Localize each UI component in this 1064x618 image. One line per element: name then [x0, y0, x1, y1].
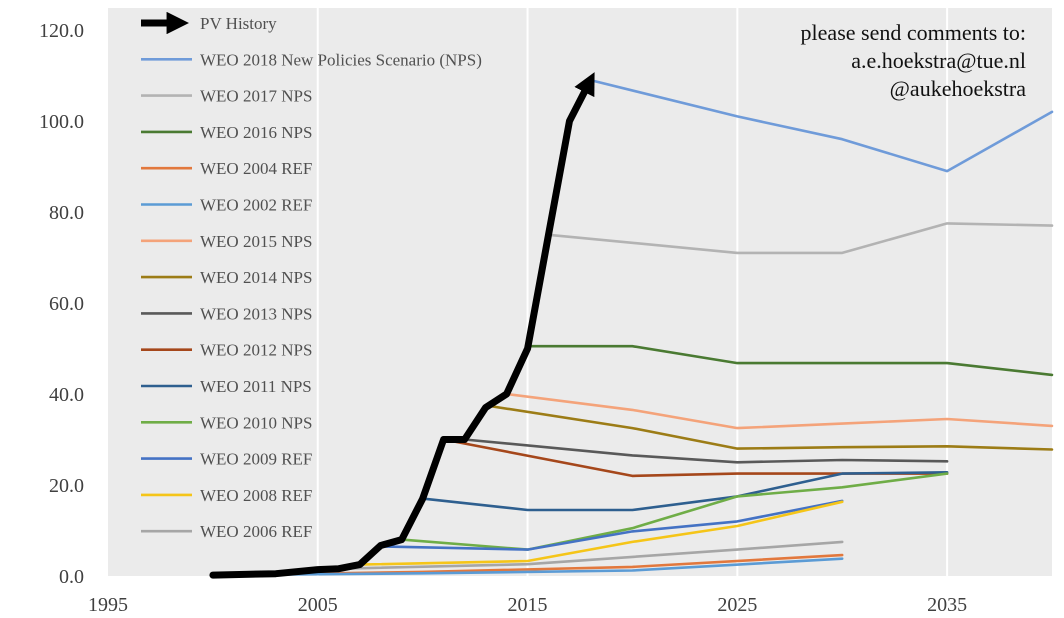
x-tick-label: 2015: [508, 594, 548, 616]
y-tick-label: 0.0: [59, 566, 84, 588]
legend-label: PV History: [200, 14, 277, 33]
x-tick-label: 2025: [717, 594, 757, 616]
legend-label: WEO 2018 New Policies Scenario (NPS): [200, 50, 482, 69]
annotation-line-2: a.e.hoekstra@tue.nl: [851, 48, 1026, 73]
legend: PV History WEO 2018 New Policies Scenario…: [141, 11, 482, 541]
grid-lines: [316, 8, 949, 576]
series-line-weo-2017-nps: [547, 222, 1054, 255]
y-tick-label: 60.0: [49, 293, 84, 315]
legend-label: WEO 2010 NPS: [200, 413, 312, 432]
legend-label: WEO 2011 NPS: [200, 377, 312, 396]
legend-label: WEO 2008 REF: [200, 486, 312, 505]
x-axis-ticks: 1995 2005 2015 2025 2035: [88, 594, 967, 616]
y-tick-label: 120.0: [39, 20, 84, 42]
series-line-weo-2015-nps: [505, 392, 1054, 430]
series-line-pv-history: [209, 72, 595, 579]
series-line-weo-2016-nps: [526, 344, 1054, 377]
legend-label: WEO 2016 NPS: [200, 123, 312, 142]
series-line-weo-2002-ref: [211, 557, 844, 577]
legend-label: WEO 2009 REF: [200, 450, 312, 469]
y-tick-label: 20.0: [49, 475, 84, 497]
legend-label: WEO 2004 REF: [200, 159, 312, 178]
legend-label: WEO 2002 REF: [200, 196, 312, 215]
series-lines: [209, 72, 1054, 579]
legend-label: WEO 2006 REF: [200, 522, 312, 541]
y-tick-label: 100.0: [39, 111, 84, 133]
comments-annotation: please send comments to: a.e.hoekstra@tu…: [801, 20, 1027, 101]
x-tick-label: 2035: [927, 594, 967, 616]
series-line-weo-2008-ref: [358, 500, 844, 566]
legend-label: WEO 2012 NPS: [200, 341, 312, 360]
annotation-line-1: please send comments to:: [801, 20, 1026, 45]
y-tick-label: 80.0: [49, 202, 84, 224]
series-line-weo-2014-nps: [484, 404, 1054, 451]
series-line-weo-2018-new-policies-scenario-nps: [589, 78, 1054, 173]
series-line-weo-2009-ref: [379, 499, 844, 551]
series-line-weo-2013-nps: [463, 438, 949, 464]
x-tick-label: 1995: [88, 594, 128, 616]
annotation-line-3: @aukehoekstra: [890, 76, 1027, 101]
legend-label: WEO 2013 NPS: [200, 304, 312, 323]
series-line-weo-2006-ref: [316, 540, 844, 571]
x-tick-label: 2005: [298, 594, 338, 616]
series-line-weo-2011-nps: [421, 470, 949, 512]
y-tick-label: 40.0: [49, 384, 84, 406]
y-axis-ticks: 0.0 20.0 40.0 60.0 80.0 100.0 120.0: [39, 20, 84, 588]
legend-label: WEO 2014 NPS: [200, 268, 312, 287]
legend-label: WEO 2017 NPS: [200, 87, 312, 106]
legend-label: WEO 2015 NPS: [200, 232, 312, 251]
